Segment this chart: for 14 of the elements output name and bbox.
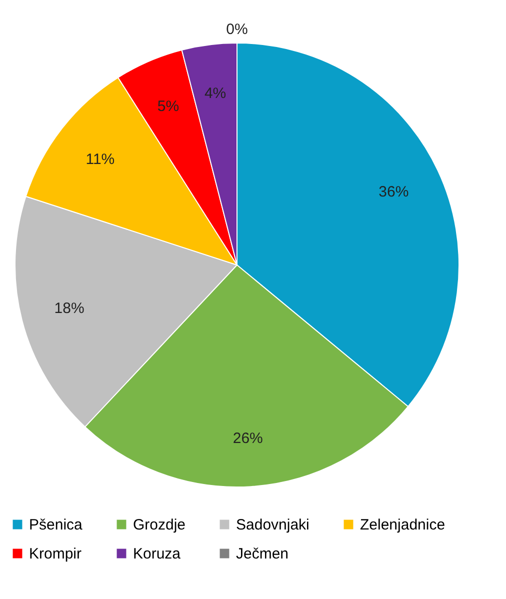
legend-label: Ječmen xyxy=(236,546,289,562)
data-label: 18% xyxy=(54,300,84,318)
legend-label: Krompir xyxy=(29,546,82,562)
legend-label: Grozdje xyxy=(133,516,186,534)
legend-label: Sadovnjaki xyxy=(236,516,310,534)
data-label: 5% xyxy=(157,98,180,116)
data-label: 26% xyxy=(232,430,263,447)
legend-label: Koruza xyxy=(133,546,182,562)
data-label: 36% xyxy=(378,183,409,200)
text: 0% xyxy=(226,21,248,38)
legend-label: Pšenica xyxy=(29,516,84,534)
legend-label: Zelenjadnice xyxy=(360,516,446,534)
data-label: 11% xyxy=(86,150,115,168)
data-label: 4% xyxy=(204,85,226,102)
